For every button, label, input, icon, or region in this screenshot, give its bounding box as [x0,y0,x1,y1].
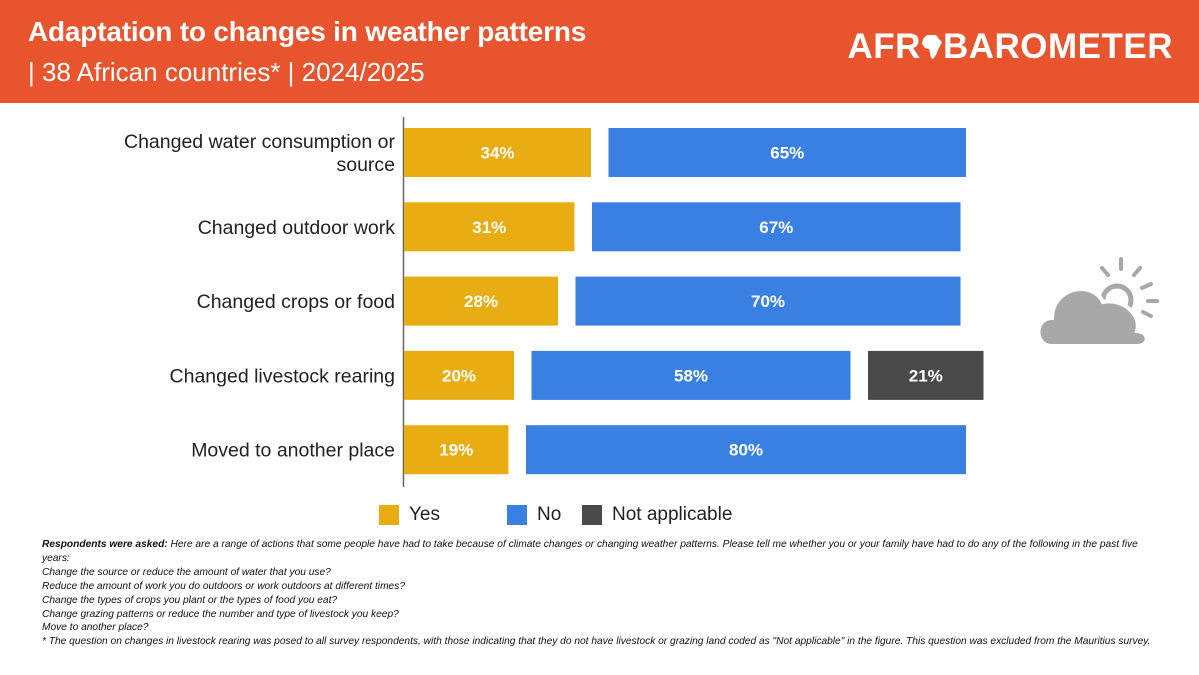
logo-text-right: BAROMETER [942,27,1173,66]
notes-question: Move to another place? [42,622,149,634]
bar-value-label: 58% [674,366,708,385]
legend-swatch-yes [379,505,399,525]
bar-yes [404,350,514,400]
chart-legend: Yes No Not applicable [0,504,1199,530]
header-banner: Adaptation to changes in weather pattern… [0,0,1199,103]
bar-yes [404,128,591,177]
chart-subtitle: | 38 African countries* | 2024/2025 [28,57,425,87]
notes-prompt: Respondents were asked: Here are a range… [42,538,1162,566]
legend-swatch-no [507,505,527,525]
bar-no [531,350,851,400]
bars-group: 34% 65% 31% 67% 28% 70% 20% 58% 21% 19% 80% [404,128,984,475]
survey-notes: Respondents were asked: Here are a range… [42,538,1162,649]
bar-value-label: 70% [751,292,785,311]
chart-title: Adaptation to changes in weather pattern… [28,16,587,47]
bar-value-label: 34% [480,144,514,163]
category-label: Moved to another place [191,440,395,462]
legend-item-yes: Yes [379,504,440,526]
bar-no [608,128,966,177]
notes-question: Change the types of crops you plant or t… [42,594,338,606]
bar-value-label: 28% [464,292,498,311]
bar-value-label: 67% [759,218,793,237]
bar-no [575,276,961,326]
notes-prompt-text: Here are a range of actions that some pe… [42,539,1138,564]
afrobarometer-logo: AFR BAROMETER [848,27,1174,67]
notes-question: Change grazing patterns or reduce the nu… [42,608,399,620]
legend-swatch-not-applicable [582,505,602,525]
bar-value-label: 31% [472,218,506,237]
bar-not-applicable [868,350,984,400]
bar-value-label: 80% [729,441,763,460]
bar-value-label: 19% [439,441,473,460]
notes-prompt-label: Respondents were asked: [42,539,168,550]
legend-label-no: No [537,504,562,525]
logo-text-left: AFR [847,27,921,66]
bar-yes [404,202,575,252]
bar-yes [404,276,558,326]
bar-value-label: 65% [770,144,804,163]
bar-yes [404,425,509,475]
bar-no [526,425,966,475]
bar-value-label: 21% [909,366,943,385]
category-label: Changed water consumption or source [124,131,395,176]
bar-value-label: 20% [442,366,476,385]
legend-item-no: No [507,504,561,526]
legend-item-not-applicable: Not applicable [582,504,732,526]
bar-no [592,202,961,252]
legend-label-yes: Yes [409,504,440,525]
category-label: Changed outdoor work [198,217,396,239]
africa-map-icon [921,35,942,59]
category-labels: Changed water consumption or source Change… [124,131,395,462]
category-label: Changed crops or food [197,291,395,313]
category-label: Changed livestock rearing [170,365,395,387]
stacked-bar-chart: 34% 65% 31% 67% 28% 70% 20% 58% 21% 19% 80% Change… [124,117,984,487]
notes-question: Change the source or reduce the amount o… [42,566,331,578]
notes-footnote: * The question on changes in livestock r… [42,636,1151,648]
legend-label-not-applicable: Not applicable [612,504,733,525]
cloud-sun-icon [1036,257,1159,348]
notes-question: Reduce the amount of work you do outdoor… [42,580,405,592]
